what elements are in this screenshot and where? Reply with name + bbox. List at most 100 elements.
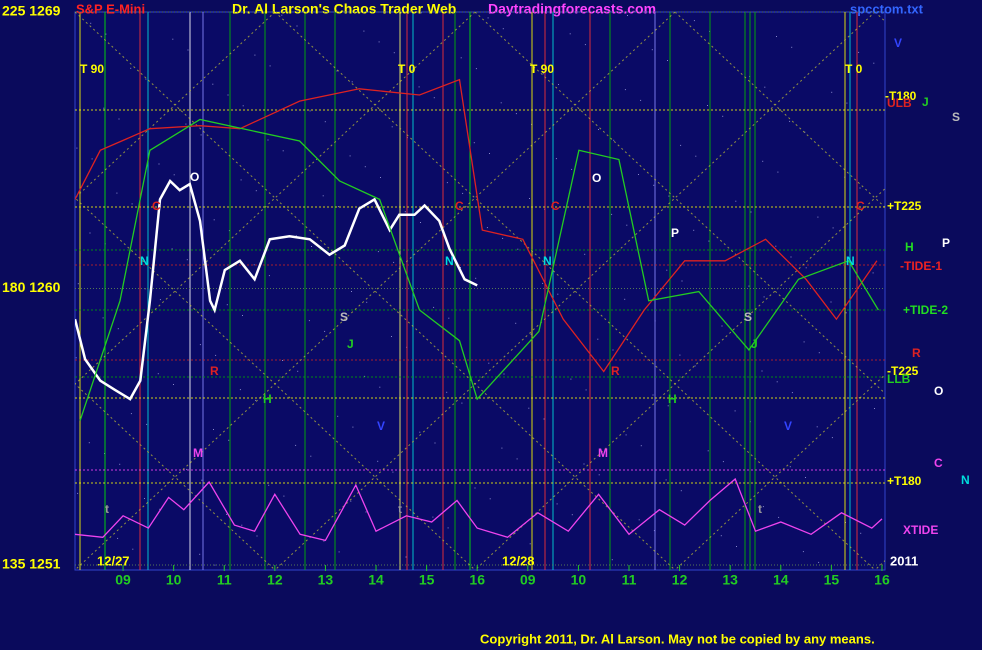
star (818, 352, 820, 354)
star (529, 543, 531, 545)
star (337, 206, 339, 208)
annotation: P (942, 236, 950, 250)
star (789, 466, 791, 468)
annotation: R (912, 346, 921, 360)
star (172, 38, 174, 40)
x-tick-label: 15 (419, 572, 435, 588)
star (338, 551, 340, 553)
star (323, 540, 325, 542)
annotation: C (152, 199, 161, 213)
star (569, 33, 571, 35)
annotation: N (961, 473, 970, 487)
annotation: T 0 (845, 62, 863, 76)
star (157, 373, 159, 375)
x-tick-label: 16 (874, 572, 890, 588)
annotation: O (190, 170, 199, 184)
star (268, 275, 270, 277)
star (446, 391, 448, 393)
star (351, 291, 352, 292)
star (76, 147, 78, 149)
annotation: N (846, 254, 855, 268)
star (542, 73, 544, 75)
annotation: C (551, 199, 560, 213)
star (502, 28, 504, 30)
star (75, 357, 77, 359)
annotation: T 90 (80, 62, 104, 76)
star (514, 532, 516, 534)
annotation: M (598, 446, 608, 460)
x-tick-label: 09 (115, 572, 131, 588)
y-tick-label: 180 1260 (2, 279, 61, 295)
star (817, 216, 819, 218)
star (556, 503, 558, 505)
annotation: T 0 (398, 62, 416, 76)
star (228, 439, 230, 441)
star (665, 479, 667, 481)
annotation: M (193, 446, 203, 460)
star (598, 474, 600, 476)
star (324, 121, 326, 123)
star (311, 246, 312, 247)
annotation: LLB (887, 372, 911, 386)
star (846, 102, 848, 104)
star (337, 415, 339, 417)
star (679, 354, 681, 356)
x-tick-label: 11 (622, 572, 637, 588)
star (173, 174, 175, 176)
star (734, 410, 736, 412)
star (159, 508, 161, 510)
star (393, 261, 395, 263)
annotation: C (455, 199, 464, 213)
star (640, 99, 642, 101)
star (475, 68, 477, 70)
star (242, 105, 244, 107)
star (460, 57, 462, 59)
star (420, 12, 422, 14)
star (433, 306, 435, 308)
star (267, 139, 269, 141)
star (872, 272, 874, 274)
star (255, 399, 257, 401)
star (462, 192, 464, 194)
star (281, 14, 283, 16)
site: Daytradingforecasts.com (488, 1, 656, 17)
star (349, 155, 351, 157)
star (816, 426, 818, 428)
lattice (75, 12, 676, 570)
star (873, 62, 875, 64)
x-tick-label: 09 (520, 572, 536, 588)
star (776, 381, 778, 383)
star (214, 564, 216, 566)
star (722, 115, 724, 117)
star (653, 530, 655, 532)
star (805, 267, 807, 269)
star (461, 402, 463, 404)
annotation: R (210, 364, 219, 378)
star (860, 532, 862, 534)
star (226, 513, 228, 515)
star (418, 86, 420, 88)
star (764, 86, 766, 88)
star (239, 389, 241, 391)
star (625, 434, 627, 436)
star (721, 325, 723, 327)
star (680, 144, 682, 146)
star (118, 118, 120, 120)
star (486, 227, 488, 229)
star (473, 142, 475, 144)
star (761, 370, 763, 372)
star (695, 155, 697, 157)
star (295, 444, 297, 446)
star (859, 187, 861, 189)
file-name: spcctom.txt (850, 1, 924, 16)
star (132, 548, 134, 550)
annotation: t (398, 502, 402, 516)
star (105, 33, 107, 35)
star (791, 392, 793, 394)
star (91, 158, 93, 160)
star (119, 463, 121, 465)
star (130, 67, 132, 69)
annotation: V (894, 36, 902, 50)
y-tick-label: 135 1251 (2, 556, 61, 572)
